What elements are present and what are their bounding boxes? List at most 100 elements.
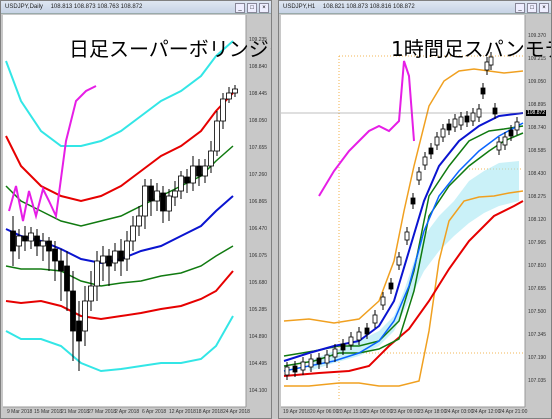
lower-3sigma-line xyxy=(5,315,234,373)
daily-price-tick: 106.470 xyxy=(249,226,268,232)
candle-body xyxy=(10,230,16,252)
daily-price-tick: 105.285 xyxy=(249,307,268,313)
candle-body xyxy=(470,112,476,122)
lower-1sigma-line xyxy=(5,245,234,287)
daily-price-tick: 107.655 xyxy=(249,145,268,151)
daily-price-tick: 108.050 xyxy=(249,118,268,124)
candle-body xyxy=(404,231,410,241)
blue-span-line-2 xyxy=(283,122,524,372)
daily-plot-background xyxy=(3,15,246,407)
candle-body xyxy=(124,240,130,260)
daily-window-buttons: _ □ × xyxy=(235,3,269,13)
candle-body xyxy=(208,150,214,167)
upper-3sigma-line xyxy=(5,40,234,147)
candle-body xyxy=(428,147,434,155)
candle-body xyxy=(452,118,458,128)
hourly-chart-plot[interactable] xyxy=(279,1,552,419)
close-button[interactable]: × xyxy=(539,3,549,13)
candle-body xyxy=(348,336,354,346)
candle-body xyxy=(40,240,46,247)
daily-price-tick: 108.445 xyxy=(249,91,268,97)
hourly-price-tick: 107.500 xyxy=(528,309,547,315)
candle-body xyxy=(190,165,196,184)
candle-body xyxy=(52,248,58,262)
candle-body xyxy=(492,107,498,115)
candle-body xyxy=(154,190,160,202)
daily-price-tick: 104.100 xyxy=(249,388,268,394)
candle-body xyxy=(380,296,386,306)
candle-body xyxy=(284,366,290,376)
candle-body xyxy=(300,361,306,371)
candle-body xyxy=(422,156,428,166)
candle-body xyxy=(160,192,166,212)
daily-chart-plot[interactable] xyxy=(1,1,272,419)
candle-body xyxy=(446,123,452,131)
candle-body xyxy=(388,282,394,290)
hourly-chart-titlebar[interactable]: USDJPY,H1 108.821 108.873 108.816 108.87… xyxy=(279,1,551,14)
hourly-ohlc-label: 108.821 108.873 108.816 108.872 xyxy=(322,4,415,10)
daily-date-tick: 18 Apr 2018 xyxy=(196,409,223,415)
hourly-date-tick: 23 Apr 00:00 xyxy=(364,409,393,415)
hourly-price-tick: 107.655 xyxy=(528,286,547,292)
candle-body xyxy=(178,175,184,192)
close-button[interactable]: × xyxy=(259,3,269,13)
candle-body xyxy=(142,185,148,217)
daily-ohlc-label: 108.813 108.873 108.763 108.872 xyxy=(50,4,143,10)
daily-date-tick: 6 Apr 2018 xyxy=(142,409,167,415)
candle-body xyxy=(64,265,70,292)
candle-body xyxy=(118,250,124,262)
hourly-price-tick: 108.740 xyxy=(528,125,547,131)
candle-body xyxy=(196,165,202,177)
daily-date-tick: 2 Apr 2018 xyxy=(115,409,140,415)
daily-price-tick: 106.075 xyxy=(249,253,268,259)
candle-body xyxy=(480,87,486,95)
candle-body xyxy=(220,98,226,122)
candle-body xyxy=(214,120,220,152)
candle-body xyxy=(106,255,112,267)
candle-body xyxy=(148,185,154,202)
daily-date-tick: 9 Mar 2018 xyxy=(7,409,33,415)
candle-body xyxy=(324,354,330,364)
daily-chart-titlebar[interactable]: USDJPY,Daily 108.813 108.873 108.763 108… xyxy=(1,1,271,14)
candle-body xyxy=(292,365,298,373)
hourly-chart-window[interactable]: USDJPY,H1 108.821 108.873 108.816 108.87… xyxy=(278,0,552,419)
hourly-date-tick: 20 Apr 06:00 xyxy=(310,409,339,415)
candle-body xyxy=(356,331,362,341)
blue-span-line xyxy=(283,112,524,362)
hourly-symbol-label: USDJPY,H1 xyxy=(283,4,316,10)
hourly-window-buttons: _ □ × xyxy=(515,3,549,13)
hourly-price-tick: 109.370 xyxy=(528,33,547,39)
hourly-price-tick: 107.810 xyxy=(528,263,547,269)
minimize-button[interactable]: _ xyxy=(515,3,525,13)
green-span-line-2 xyxy=(283,132,524,367)
candle-body xyxy=(130,225,136,242)
hourly-price-tick: 109.215 xyxy=(528,56,547,62)
maximize-button[interactable]: □ xyxy=(247,3,257,13)
upper-band-orange xyxy=(283,68,524,324)
daily-overlay-title: 日足スーパーボリンジャー xyxy=(69,37,271,61)
candle-body xyxy=(502,136,508,146)
candle-body xyxy=(94,260,100,287)
hourly-price-tick: 107.035 xyxy=(528,378,547,384)
hourly-price-tick: 108.585 xyxy=(528,148,547,154)
daily-price-tick: 106.865 xyxy=(249,199,268,205)
candle-body xyxy=(58,260,64,272)
lower-band-orange xyxy=(284,190,524,387)
current-price-tag: 108.872 xyxy=(526,110,547,116)
candle-body xyxy=(508,129,514,137)
hourly-price-tick: 107.965 xyxy=(528,240,547,246)
daily-chart-window[interactable]: USDJPY,Daily 108.813 108.873 108.763 108… xyxy=(0,0,272,419)
candle-body xyxy=(514,121,520,131)
daily-price-tick: 105.680 xyxy=(249,280,268,286)
candle-body xyxy=(464,115,470,123)
hourly-date-tick: 24 Apr 12:00 xyxy=(472,409,501,415)
minimize-button[interactable]: _ xyxy=(235,3,245,13)
hourly-price-tick: 108.120 xyxy=(528,217,547,223)
candle-body xyxy=(340,343,346,351)
candle-body xyxy=(112,250,118,264)
candle-body xyxy=(416,171,422,181)
candle-body xyxy=(46,240,52,252)
maximize-button[interactable]: □ xyxy=(527,3,537,13)
daily-date-tick: 24 Apr 2018 xyxy=(223,409,250,415)
daily-date-tick: 27 Mar 2018 xyxy=(88,409,117,415)
